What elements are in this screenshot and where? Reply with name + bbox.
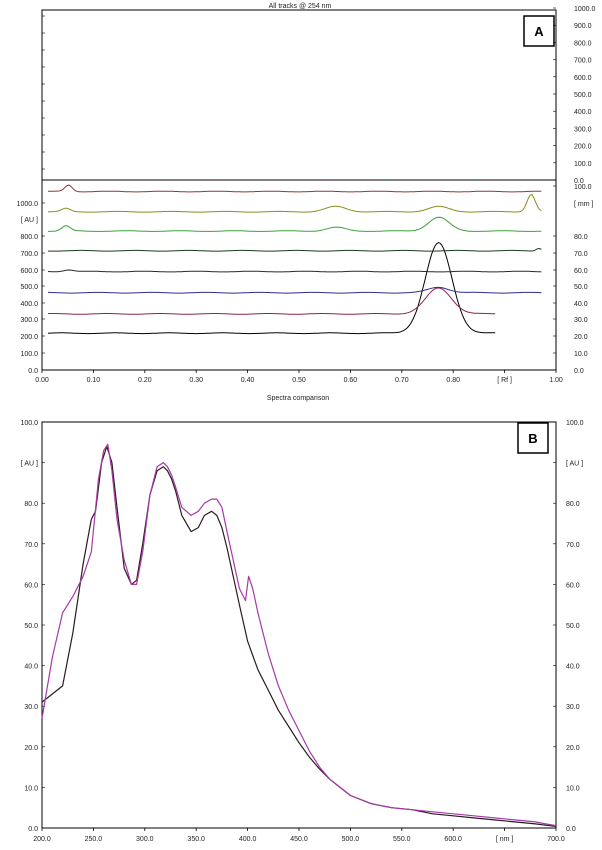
x-tick-label-a: 0.60 xyxy=(344,377,358,384)
y-tick-label-b-right: [ AU ] xyxy=(566,461,583,468)
x-tick-label-a: 0.50 xyxy=(292,377,306,384)
lower-left-tick-label-a: 300.0 xyxy=(20,317,38,324)
y-tick-label-b-left: 10.0 xyxy=(24,785,38,792)
panel-b-label: B xyxy=(528,431,537,446)
x-tick-label-b: 500.0 xyxy=(342,836,360,843)
upper-right-tick-label-a: 700.0 xyxy=(574,58,592,65)
lower-right-tick-label-a: 70.0 xyxy=(574,251,588,258)
upper-right-tick-label-a: 500.0 xyxy=(574,92,592,99)
chart-marks: 0.00 0.10 0.20 0.30 0.40 0.50 0.60 0.70 0.80 [ Rf… xyxy=(17,6,596,843)
lower-left-tick-label-a: 200.0 xyxy=(20,334,38,341)
panel-a-plot-area xyxy=(41,9,557,371)
track-line-1 xyxy=(47,242,496,335)
lower-right-tick-label-a: 80.0 xyxy=(574,234,588,241)
x-tick-label-a: 0.70 xyxy=(395,377,409,384)
spectrum-line-1 xyxy=(41,445,557,827)
y-tick-label-b-left: 60.0 xyxy=(24,582,38,589)
spectrum-line-2 xyxy=(41,443,557,827)
y-tick-label-b-left: 20.0 xyxy=(24,745,38,752)
upper-right-tick-label-a: 300.0 xyxy=(574,126,592,133)
lower-right-unit-a: [ mm ] xyxy=(574,201,593,208)
panel-b-title: Spectra comparison xyxy=(267,395,329,402)
y-tick-label-b-right: 0.0 xyxy=(566,826,576,833)
track-line-3 xyxy=(48,286,542,294)
lower-left-unit-a: [ AU ] xyxy=(21,217,38,224)
lower-left-tick-label-a: 1000.0 xyxy=(17,201,39,208)
x-tick-label-a: 0.30 xyxy=(189,377,203,384)
panel-b-plot-area xyxy=(41,421,557,829)
x-tick-label-b: 350.0 xyxy=(187,836,205,843)
x-tick-label-a: 0.40 xyxy=(241,377,255,384)
lower-left-tick-label-a: 800.0 xyxy=(20,234,38,241)
y-tick-label-b-left: 70.0 xyxy=(24,542,38,549)
y-tick-label-b-left: 30.0 xyxy=(24,704,38,711)
lower-right-tick-label-a: 20.0 xyxy=(574,334,588,341)
track-line-8 xyxy=(47,184,542,193)
upper-right-tick-label-a: 400.0 xyxy=(574,109,592,116)
x-tick-label-a: 0.00 xyxy=(35,377,49,384)
upper-right-tick-label-a: 0.0 xyxy=(574,178,584,185)
upper-right-tick-label-a: 1000.0 xyxy=(574,6,596,13)
y-tick-label-b-right: 30.0 xyxy=(566,704,580,711)
x-tick-label-a: 0.80 xyxy=(446,377,460,384)
x-tick-label-b: 450.0 xyxy=(290,836,308,843)
y-tick-label-b-left: 80.0 xyxy=(24,501,38,508)
y-tick-label-b-left: 40.0 xyxy=(24,664,38,671)
lower-left-tick-label-a: 100.0 xyxy=(20,351,38,358)
x-tick-label-a: 1.00 xyxy=(549,377,563,384)
lower-right-tick-label-a: 30.0 xyxy=(574,317,588,324)
lower-right-tick-label-a: 50.0 xyxy=(574,284,588,291)
y-tick-label-b-right: 70.0 xyxy=(566,542,580,549)
track-line-4 xyxy=(47,269,542,273)
track-line-5 xyxy=(47,247,542,252)
panel-a-label: A xyxy=(534,24,544,39)
x-tick-label-a: [ Rf ] xyxy=(497,377,512,384)
x-tick-label-a: 0.20 xyxy=(138,377,152,384)
lower-right-tick-label-a: 40.0 xyxy=(574,301,588,308)
lower-right-tick-label-a: 0.0 xyxy=(574,368,584,375)
lower-left-tick-label-a: 700.0 xyxy=(20,251,38,258)
lower-left-tick-label-a: 0.0 xyxy=(28,368,38,375)
lower-right-tick-label-a: 100.0 xyxy=(574,184,592,191)
x-tick-label-b: 700.0 xyxy=(547,836,565,843)
x-tick-label-b: 250.0 xyxy=(85,836,103,843)
track-line-7 xyxy=(47,194,542,213)
y-tick-label-b-right: 60.0 xyxy=(566,582,580,589)
upper-right-tick-label-a: 600.0 xyxy=(574,75,592,82)
lower-right-tick-label-a: 60.0 xyxy=(574,268,588,275)
lower-left-tick-label-a: 500.0 xyxy=(20,284,38,291)
y-tick-label-b-left: 50.0 xyxy=(24,623,38,630)
track-line-6 xyxy=(48,216,542,232)
x-tick-label-b: 400.0 xyxy=(239,836,257,843)
y-tick-label-b-right: 50.0 xyxy=(566,623,580,630)
x-tick-label-b: 600.0 xyxy=(444,836,462,843)
y-tick-label-b-right: 40.0 xyxy=(566,664,580,671)
track-line-2 xyxy=(47,287,496,315)
x-tick-label-b: 550.0 xyxy=(393,836,411,843)
panel-a-title: All tracks @ 254 nm xyxy=(269,3,332,10)
y-tick-label-b-right: 80.0 xyxy=(566,501,580,508)
panel-a-label-box: A xyxy=(523,15,555,47)
x-tick-label-a: 0.10 xyxy=(87,377,101,384)
y-tick-label-b-left: 0.0 xyxy=(28,826,38,833)
x-tick-label-b: [ nm ] xyxy=(496,836,514,843)
y-tick-label-b-right: 100.0 xyxy=(566,420,584,427)
y-tick-label-b-right: 20.0 xyxy=(566,745,580,752)
upper-right-tick-label-a: 100.0 xyxy=(574,161,592,168)
y-tick-label-b-right: 10.0 xyxy=(566,785,580,792)
x-tick-label-b: 300.0 xyxy=(136,836,154,843)
y-tick-label-b-left: 100.0 xyxy=(20,420,38,427)
upper-right-tick-label-a: 800.0 xyxy=(574,40,592,47)
panel-b-label-box: B xyxy=(517,422,549,454)
upper-right-tick-label-a: 200.0 xyxy=(574,144,592,151)
lower-left-tick-label-a: 600.0 xyxy=(20,268,38,275)
y-tick-label-b-left: [ AU ] xyxy=(21,461,38,468)
lower-left-tick-label-a: 400.0 xyxy=(20,301,38,308)
lower-right-tick-label-a: 10.0 xyxy=(574,351,588,358)
x-tick-label-b: 200.0 xyxy=(33,836,51,843)
upper-right-tick-label-a: 900.0 xyxy=(574,23,592,30)
